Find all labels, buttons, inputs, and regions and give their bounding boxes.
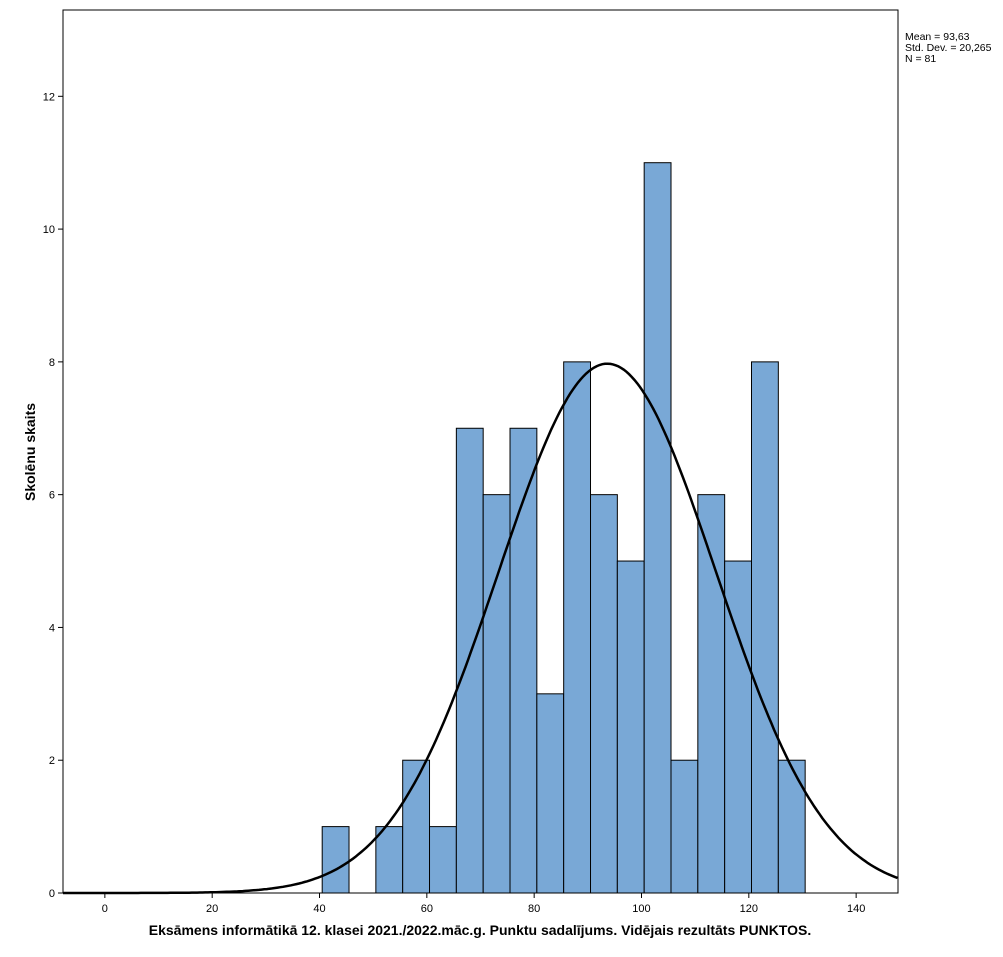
histogram-bar bbox=[536, 693, 565, 894]
histogram-bar bbox=[750, 361, 779, 894]
y-axis-label: Skolēnu skaits bbox=[22, 403, 38, 501]
histogram-bar bbox=[777, 759, 806, 894]
histogram-bar bbox=[509, 427, 538, 894]
x-tick-label: 120 bbox=[740, 903, 758, 915]
histogram-bar bbox=[590, 494, 618, 894]
x-tick-label: 100 bbox=[632, 903, 650, 915]
histogram-bar bbox=[321, 826, 350, 894]
stat-mean: Mean = 93,63 bbox=[905, 31, 970, 43]
stat-n: N = 81 bbox=[905, 53, 936, 65]
y-tick-label: 2 bbox=[49, 755, 55, 767]
y-tick-label: 6 bbox=[49, 490, 55, 502]
x-tick-label: 60 bbox=[421, 903, 433, 915]
histogram-bar bbox=[670, 759, 699, 894]
x-tick-label: 80 bbox=[528, 903, 540, 915]
histogram-bar bbox=[429, 826, 457, 894]
y-tick-label: 8 bbox=[49, 357, 55, 369]
y-tick-label: 4 bbox=[49, 622, 55, 634]
histogram-bar bbox=[724, 560, 752, 894]
histogram-bar bbox=[482, 494, 511, 894]
normal-curve bbox=[63, 362, 898, 895]
x-tick-label: 0 bbox=[102, 903, 108, 915]
histogram-bar bbox=[643, 162, 672, 894]
histogram-bar bbox=[455, 427, 484, 894]
x-axis-label: Eksāmens informātikā 12. klasei 2021./20… bbox=[149, 922, 811, 938]
stat-std-dev: Std. Dev. = 20,265 bbox=[905, 42, 992, 54]
x-tick-label: 140 bbox=[847, 903, 865, 915]
y-tick-label: 12 bbox=[43, 91, 55, 103]
y-tick-label: 10 bbox=[43, 224, 55, 236]
x-tick-label: 20 bbox=[206, 903, 218, 915]
histogram-bar bbox=[375, 826, 404, 894]
x-tick-label: 40 bbox=[313, 903, 325, 915]
histogram-bar bbox=[563, 361, 592, 894]
histogram-bar bbox=[616, 560, 645, 894]
y-tick-label: 0 bbox=[49, 888, 55, 900]
